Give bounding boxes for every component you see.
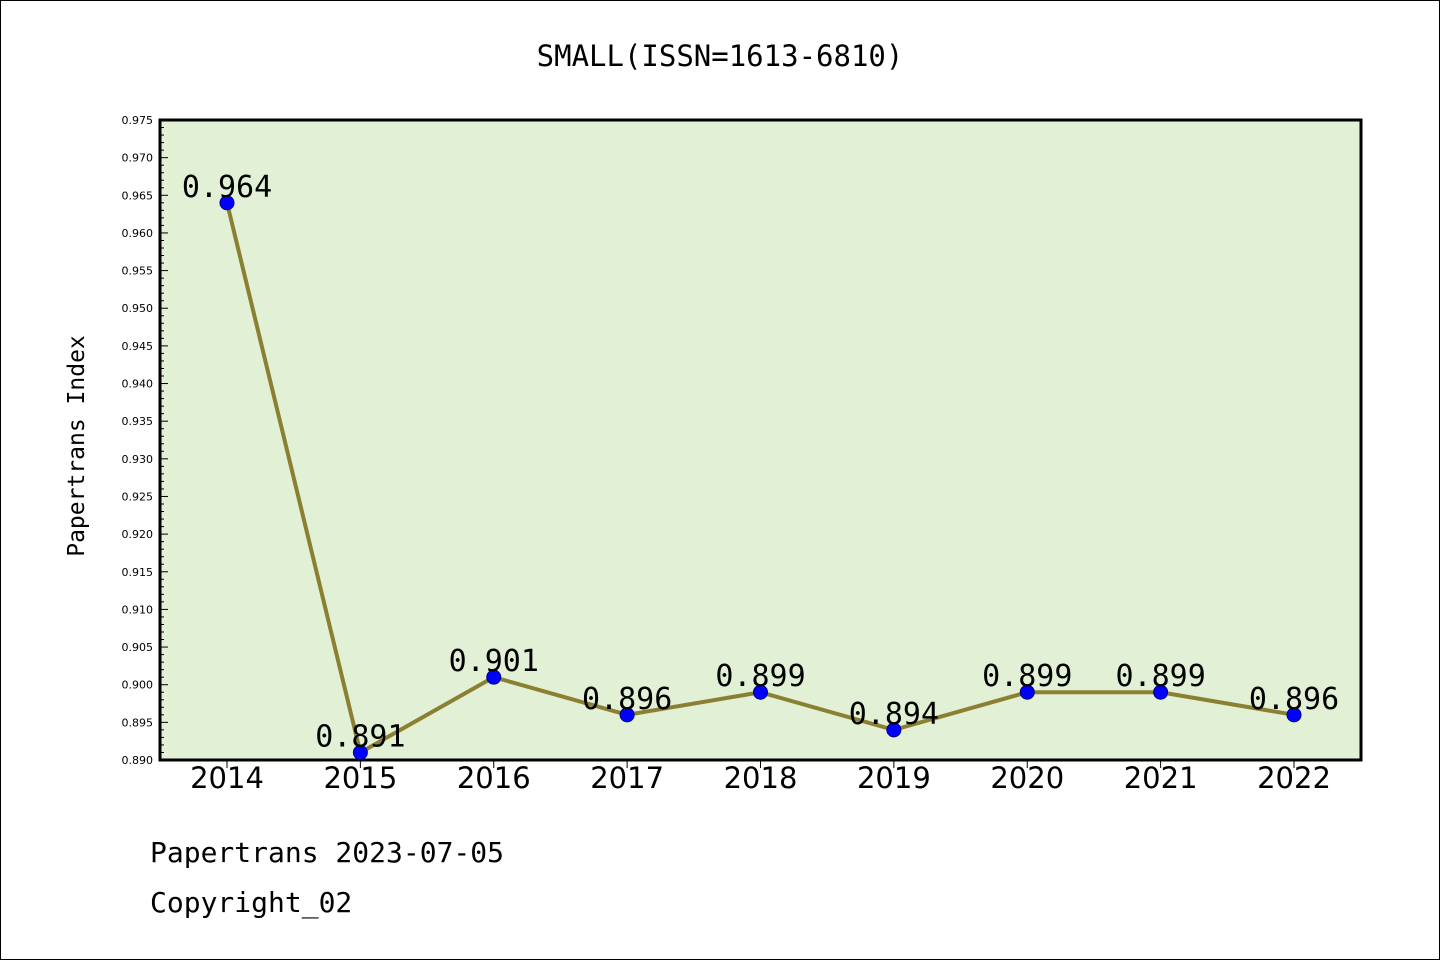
y-tick-label: 0.940 xyxy=(122,378,154,391)
data-label: 0.899 xyxy=(982,659,1072,694)
x-tick-label: 2015 xyxy=(323,761,397,795)
data-labels: 0.964 0.891 0.901 0.896 0.899 0.894 0.899 0.899… xyxy=(182,170,1339,755)
x-tick-label: 2022 xyxy=(1257,761,1331,795)
data-label: 0.891 xyxy=(315,719,405,754)
footer-date-text: Papertrans 2023-07-05 xyxy=(150,836,505,869)
data-label: 0.901 xyxy=(449,644,539,679)
y-tick-label: 0.970 xyxy=(122,152,154,165)
data-point xyxy=(219,195,235,211)
data-label: 0.899 xyxy=(1115,659,1205,694)
data-point xyxy=(486,669,502,685)
data-label: 0.899 xyxy=(715,659,805,694)
x-tick-label: 2018 xyxy=(724,761,798,795)
data-point xyxy=(1153,684,1169,700)
y-tick-label: 0.920 xyxy=(122,528,154,541)
y-tick-label: 0.945 xyxy=(122,340,154,353)
y-tick-label: 0.915 xyxy=(122,566,154,579)
y-tick-label: 0.930 xyxy=(122,453,154,466)
y-tick-label: 0.910 xyxy=(122,603,154,616)
y-tick-label: 0.900 xyxy=(122,679,154,692)
x-axis-ticks: 2014 2015 2016 2017 2018 2019 2020 2021 2022 xyxy=(190,760,1331,795)
y-axis-ticks: 0.890 0.895 0.900 0.905 0.910 0.915 0.920 0.925… xyxy=(122,114,168,767)
y-tick-label: 0.960 xyxy=(122,227,154,240)
y-tick-label: 0.975 xyxy=(122,114,154,127)
y-tick-label: 0.905 xyxy=(122,641,154,654)
x-tick-label: 2019 xyxy=(857,761,931,795)
x-tick-label: 2016 xyxy=(457,761,531,795)
y-tick-label: 0.895 xyxy=(122,716,154,729)
data-point xyxy=(1019,684,1035,700)
data-point xyxy=(753,684,768,700)
data-point xyxy=(352,744,368,760)
data-label: 0.894 xyxy=(849,697,939,732)
y-tick-label: 0.925 xyxy=(122,490,154,503)
y-axis-label: Papertrans Index xyxy=(64,335,90,557)
y-tick-label: 0.950 xyxy=(122,302,154,315)
y-tick-label: 0.935 xyxy=(122,415,154,428)
chart-title: SMALL(ISSN=1613-6810) xyxy=(537,39,904,73)
x-tick-label: 2014 xyxy=(190,761,264,795)
data-point xyxy=(886,722,902,738)
data-label: 0.896 xyxy=(1249,682,1339,717)
y-tick-label: 0.965 xyxy=(122,189,154,202)
x-tick-label: 2021 xyxy=(1124,761,1198,795)
y-tick-label: 0.955 xyxy=(122,265,154,278)
y-tick-label: 0.890 xyxy=(122,754,154,767)
plot-area xyxy=(158,118,1363,762)
data-markers xyxy=(219,195,1302,760)
x-tick-label: 2017 xyxy=(590,761,664,795)
data-label: 0.964 xyxy=(182,170,272,205)
data-label: 0.896 xyxy=(582,682,672,717)
x-tick-label: 2020 xyxy=(990,761,1064,795)
data-point xyxy=(619,707,635,723)
data-point xyxy=(1286,707,1302,723)
footer-copyright-text: Copyright_02 xyxy=(150,886,353,919)
